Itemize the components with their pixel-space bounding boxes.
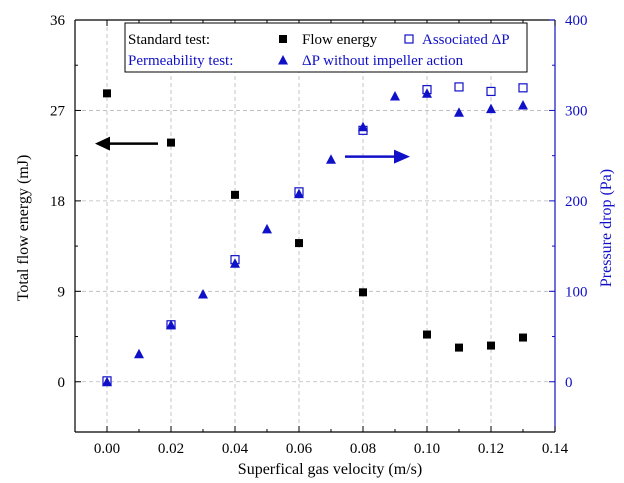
y-right-tick-label: 100 bbox=[565, 284, 588, 300]
x-tick-label: 0.10 bbox=[414, 441, 440, 457]
y-left-tick-label: 18 bbox=[50, 194, 65, 210]
data-point bbox=[102, 376, 112, 387]
x-tick-label: 0.12 bbox=[478, 441, 504, 457]
legend-entry-label: Associated ΔP bbox=[422, 32, 510, 48]
data-point bbox=[518, 100, 528, 110]
data-point bbox=[422, 88, 432, 98]
data-point bbox=[134, 348, 144, 359]
data-point bbox=[294, 188, 304, 199]
legend-entry-label: ΔP without impeller action bbox=[302, 53, 464, 69]
data-series bbox=[102, 82, 528, 387]
data-point bbox=[230, 258, 240, 268]
y-left-tick-label: 27 bbox=[50, 103, 66, 119]
x-tick-label: 0.14 bbox=[542, 441, 569, 457]
series-1 bbox=[103, 89, 527, 352]
data-point bbox=[262, 223, 272, 234]
y-right-tick-label: 0 bbox=[565, 375, 573, 391]
y-left-tick-label: 9 bbox=[58, 284, 66, 300]
axis-direction-arrows bbox=[95, 136, 410, 164]
data-point bbox=[454, 82, 464, 92]
legend-marker bbox=[278, 55, 288, 65]
data-point bbox=[166, 319, 176, 330]
right-arrow-head bbox=[394, 149, 410, 164]
data-point bbox=[198, 289, 208, 299]
legend: Standard test: Flow energy Associated ΔP Pe… bbox=[124, 22, 528, 73]
data-point bbox=[519, 333, 527, 342]
data-point bbox=[295, 239, 303, 248]
data-point bbox=[454, 107, 464, 117]
data-point bbox=[359, 288, 367, 297]
grid bbox=[75, 20, 556, 432]
data-point bbox=[486, 86, 496, 97]
data-point bbox=[455, 343, 463, 352]
data-point bbox=[167, 138, 175, 147]
x-tick-label: 0.02 bbox=[158, 441, 184, 457]
x-tick-label: 0.04 bbox=[222, 441, 249, 457]
legend-box bbox=[124, 22, 528, 73]
left-arrow-head bbox=[95, 136, 110, 151]
data-point bbox=[103, 89, 111, 98]
data-point bbox=[423, 330, 431, 339]
y-left-tick-label: 0 bbox=[58, 375, 66, 391]
data-point bbox=[487, 341, 495, 350]
legend-row1-label: Standard test: bbox=[128, 32, 210, 48]
legend-entry-label: Flow energy bbox=[302, 32, 378, 48]
x-axis-label: Superfical gas velocity (m/s) bbox=[238, 461, 422, 478]
data-point bbox=[486, 103, 496, 114]
plot-frame bbox=[74, 19, 556, 433]
data-point bbox=[390, 90, 400, 101]
y-axis-left-label: Total flow energy (mJ) bbox=[15, 155, 32, 302]
legend-marker bbox=[404, 34, 414, 44]
y-right-tick-label: 200 bbox=[565, 194, 588, 210]
data-point bbox=[358, 121, 368, 132]
y-axis-right-label: Pressure drop (Pa) bbox=[598, 169, 615, 287]
y-right-tick-label: 300 bbox=[565, 103, 588, 119]
data-point bbox=[518, 83, 528, 93]
data-point bbox=[231, 190, 239, 199]
series-3 bbox=[102, 88, 528, 387]
data-point bbox=[326, 154, 336, 164]
legend-marker bbox=[279, 35, 287, 43]
legend-row2-label: Permeability test: bbox=[128, 53, 233, 69]
x-tick-label: 0.00 bbox=[94, 441, 120, 457]
axis-ticks: 0.00 0.02 0.04 0.06 0.08 0.10 0.12 0.14 0 9 18 27 36… bbox=[50, 13, 588, 457]
y-left-tick-label: 36 bbox=[50, 13, 66, 29]
x-tick-label: 0.06 bbox=[286, 441, 313, 457]
x-tick-label: 0.08 bbox=[350, 441, 376, 457]
y-right-tick-label: 400 bbox=[565, 13, 588, 29]
